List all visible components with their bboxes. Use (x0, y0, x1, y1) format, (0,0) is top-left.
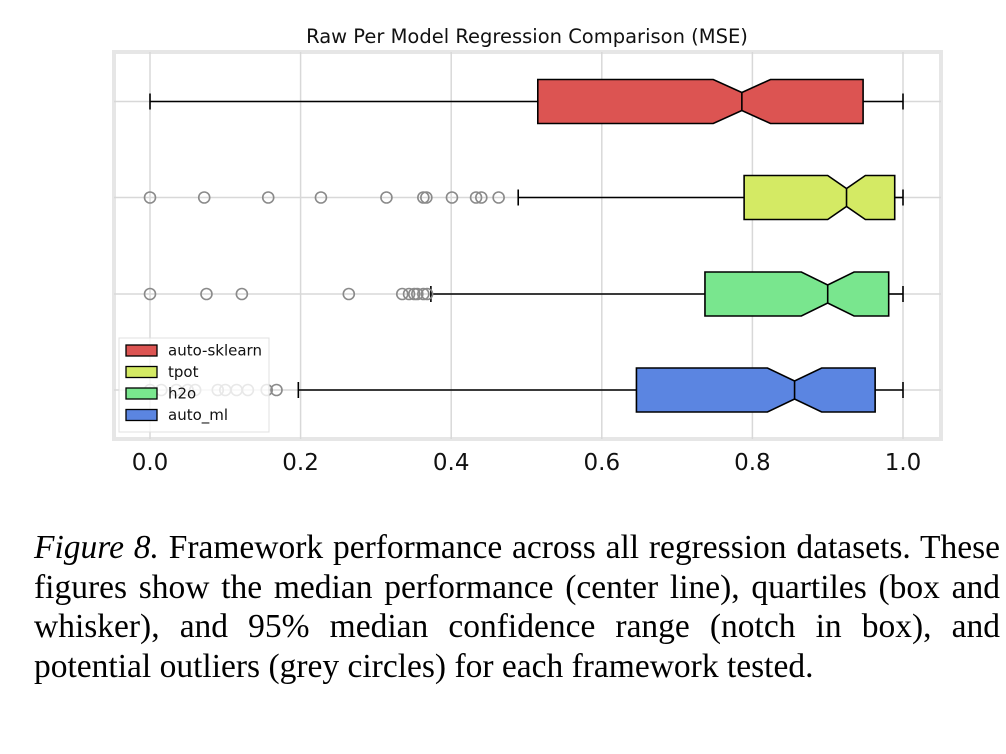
box-h2o (143, 271, 904, 317)
outlier-point (270, 383, 283, 397)
outlier-point (475, 191, 488, 204)
legend-swatch (125, 387, 158, 400)
outlier-point (342, 287, 356, 301)
x-tick-label: 0.0 (132, 450, 169, 476)
x-axis-ticks: 0.0 0.2 0.4 0.6 0.8 1.0 (132, 450, 922, 476)
outlier-point (420, 287, 434, 301)
legend-label: auto-sklearn (168, 342, 262, 360)
outlier-point (261, 191, 275, 204)
outlier-point (402, 287, 416, 301)
outlier-point (445, 191, 459, 204)
legend-swatch (125, 344, 158, 357)
x-tick-label: 0.2 (282, 450, 319, 476)
chart-title: Raw Per Model Regression Comparison (MSE… (306, 25, 748, 48)
outlier-point (411, 287, 424, 301)
legend-label: h2o (168, 385, 196, 403)
box-body (743, 174, 896, 221)
legend-swatch (125, 365, 158, 379)
outlier-point (417, 287, 430, 301)
outlier-point (395, 287, 409, 301)
outlier-point (469, 191, 483, 204)
outlier-point (197, 191, 211, 204)
outlier-point (143, 191, 157, 204)
boxplot-figure: Raw Per Model Regression Comparison (MSE… (112, 25, 943, 476)
outlier-point (235, 287, 249, 301)
outlier-point (200, 287, 213, 301)
outlier-point (420, 191, 433, 204)
legend-label: auto_ml (168, 406, 228, 425)
caption-text: Framework performance across all regress… (34, 529, 1000, 685)
x-tick-label: 1.0 (885, 450, 922, 476)
box-body (536, 78, 864, 125)
legend-label: tpot (168, 363, 199, 381)
figure-caption: Figure 8. Framework performance across a… (34, 528, 1000, 686)
caption-label: Figure 8. (34, 529, 159, 566)
box-body (635, 367, 876, 413)
outlier-point (314, 191, 328, 204)
x-tick-label: 0.4 (433, 450, 470, 476)
box-body (704, 271, 890, 317)
legend: auto-sklearn tpot h2o auto_ml (118, 337, 270, 433)
x-tick-label: 0.6 (584, 450, 621, 476)
box-tpot (143, 174, 904, 221)
x-tick-label: 0.8 (734, 450, 771, 476)
box-series (143, 78, 904, 413)
legend-swatch (125, 408, 158, 422)
outlier-point (492, 191, 505, 204)
outlier-point (143, 287, 157, 301)
box-auto-sklearn (149, 78, 904, 125)
outlier-point (380, 191, 393, 204)
